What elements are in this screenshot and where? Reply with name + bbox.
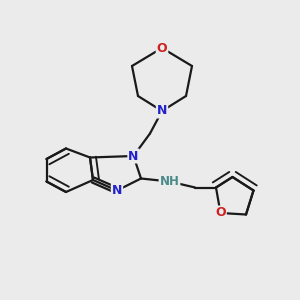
Text: NH: NH (160, 175, 179, 188)
Text: O: O (157, 41, 167, 55)
Text: N: N (128, 149, 139, 163)
Text: N: N (157, 104, 167, 118)
Text: N: N (112, 184, 122, 197)
Text: O: O (215, 206, 226, 220)
